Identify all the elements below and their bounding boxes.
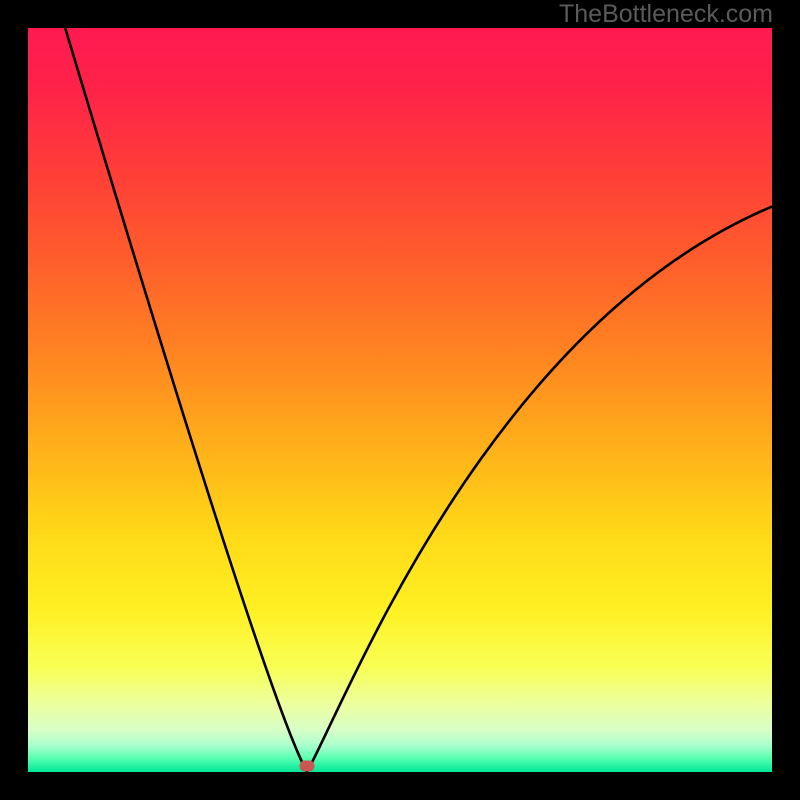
curve-path — [65, 28, 772, 772]
bottleneck-curve — [28, 28, 772, 772]
plot-area — [28, 28, 772, 772]
chart-frame — [0, 0, 800, 800]
watermark-label: TheBottleneck.com — [559, 0, 773, 29]
vertex-marker — [300, 761, 315, 772]
